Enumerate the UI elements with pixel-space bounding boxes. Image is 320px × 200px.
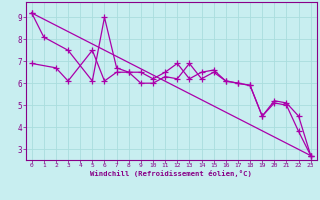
- X-axis label: Windchill (Refroidissement éolien,°C): Windchill (Refroidissement éolien,°C): [90, 170, 252, 177]
